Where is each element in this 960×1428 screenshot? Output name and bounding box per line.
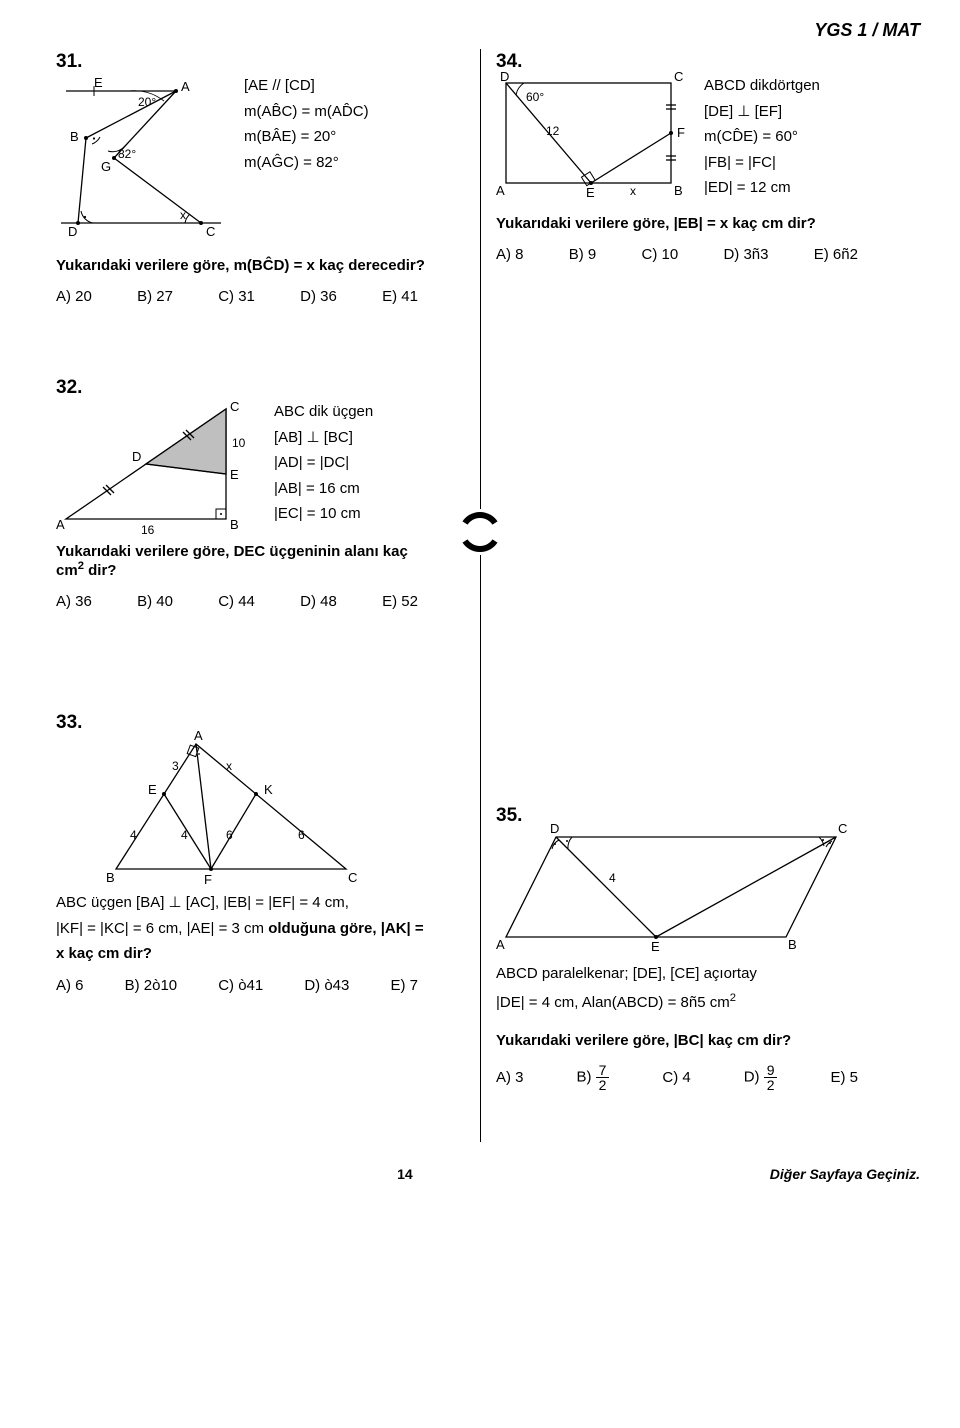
svg-text:B: B [106,870,115,885]
svg-text:E: E [651,939,660,954]
q31-question: Yukarıdaki verilere göre, m(BĈD) = x kaç… [56,257,426,274]
svg-text:12: 12 [546,124,560,138]
svg-text:A: A [496,183,505,198]
svg-text:x: x [180,208,186,222]
q35-figure: D C A B E 4 [496,827,856,952]
svg-text:A: A [181,79,190,94]
q32-options: A) 36 B) 40 C) 44 D) 48 E) 52 [56,593,426,610]
svg-text:D: D [550,821,559,836]
svg-text:C: C [674,69,683,84]
svg-text:16: 16 [141,523,155,537]
svg-text:10: 10 [232,436,246,450]
q32-figure: A B C D E 16 10 [56,399,256,529]
q33-options: A) 6 B) 2ò10 C) ò41 D) ò43 E) 7 [56,977,426,994]
svg-text:K: K [264,782,273,797]
page-number: 14 [397,1166,413,1182]
svg-text:D: D [68,224,77,239]
svg-text:x: x [630,184,636,198]
svg-text:A: A [496,937,505,952]
q34-given: ABCD dikdörtgen [DE] ⊥ [EF] m(CD̂E) = 60… [704,73,820,201]
svg-text:G: G [101,159,111,174]
svg-text:B: B [788,937,797,952]
q35-options: A) 3 B) 72 C) 4 D) 92 E) 5 [496,1063,866,1092]
q34-figure: D C A B E F 60° 12 x [496,73,686,198]
q31-given: [AE // [CD] m(AB̂C) = m(AD̂C) m(BÂE) = 2… [244,73,369,175]
header-title: YGS 1 / MAT [40,20,920,41]
q35-question: Yukarıdaki verilere göre, |BC| kaç cm di… [496,1032,866,1049]
qnum-32: 32. [56,375,90,399]
qnum-33: 33. [56,710,90,734]
question-32: 32. A B C D E 16 10 [56,375,464,610]
center-logo [457,509,503,555]
question-31: 31. E A 20° [56,49,464,305]
q33-given: ABC üçgen [BA] ⊥ [AC], |EB| = |EF| = 4 c… [56,890,426,967]
svg-text:E: E [230,467,239,482]
svg-text:C: C [230,399,239,414]
q31-options: A) 20 B) 27 C) 31 D) 36 E) 41 [56,288,426,305]
q35-given: ABCD paralelkenar; [DE], [CE] açıortay |… [496,960,866,1018]
svg-text:60°: 60° [526,90,544,104]
svg-text:6: 6 [226,828,233,842]
column-divider [480,49,481,1142]
svg-text:A: A [56,517,65,532]
svg-text:B: B [674,183,683,198]
svg-text:E: E [586,185,595,200]
q31-figure: E A 20° B G 82° [56,73,226,243]
qnum-35: 35. [496,803,530,827]
svg-text:6: 6 [298,828,305,842]
svg-text:4: 4 [130,828,137,842]
svg-text:x: x [226,759,232,773]
qnum-31: 31. [56,49,90,73]
next-page-hint: Diğer Sayfaya Geçiniz. [770,1166,920,1182]
q34-question: Yukarıdaki verilere göre, |EB| = x kaç c… [496,215,866,232]
question-33: 33. A B C E F K [56,710,464,994]
q33-figure: A B C E F K 3 4 4 6 6 x [86,734,366,884]
svg-text:C: C [348,870,357,885]
q32-question: Yukarıdaki verilere göre, DEC üçgeninin … [56,543,426,579]
q32-given: ABC dik üçgen [AB] ⊥ [BC] |AD| = |DC| |A… [274,399,373,527]
svg-text:E: E [148,782,157,797]
page-footer: 14 Diğer Sayfaya Geçiniz. [40,1166,920,1182]
svg-text:B: B [230,517,239,532]
svg-text:E: E [94,75,103,90]
svg-text:F: F [677,125,685,140]
svg-text:C: C [838,821,847,836]
svg-text:B: B [70,129,79,144]
svg-text:4: 4 [181,828,188,842]
svg-text:C: C [206,224,215,239]
question-35: 35. D C A B E 4 [496,803,904,1092]
q34-options: A) 8 B) 9 C) 10 D) 3ñ3 E) 6ñ2 [496,246,866,263]
svg-text:D: D [132,449,141,464]
svg-text:D: D [500,69,509,84]
svg-text:4: 4 [609,871,616,885]
svg-text:A: A [194,728,203,743]
svg-text:F: F [204,872,212,887]
question-34: 34. D C A B E [496,49,904,263]
svg-text:3: 3 [172,759,179,773]
